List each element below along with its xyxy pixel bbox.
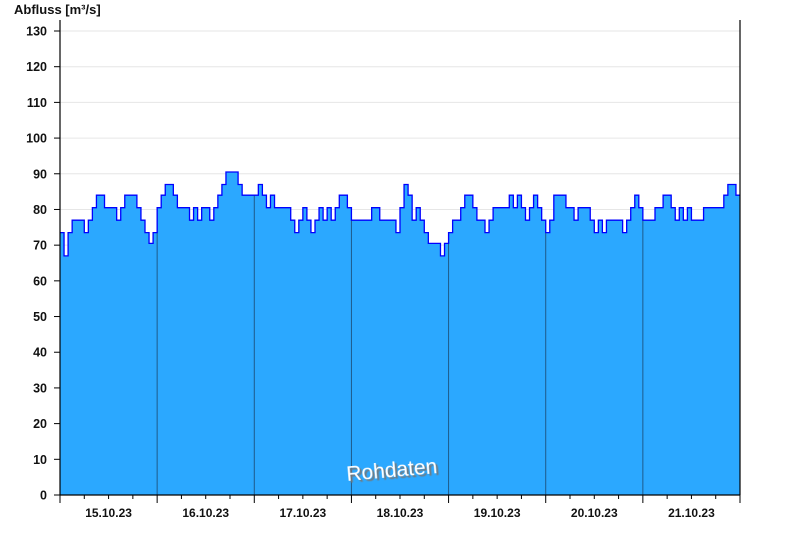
y-tick-label: 40 <box>33 346 47 360</box>
x-tick-label: 19.10.23 <box>474 506 521 520</box>
y-tick-label: 30 <box>33 381 47 395</box>
y-tick-label: 90 <box>33 167 47 181</box>
x-tick-label: 15.10.23 <box>85 506 132 520</box>
y-tick-label: 100 <box>26 132 47 146</box>
day-separators <box>156 195 644 495</box>
y-tick-label: 10 <box>33 453 47 467</box>
y-axis-label: Abfluss [m³/s] <box>14 2 101 17</box>
x-tick-label: 17.10.23 <box>279 506 326 520</box>
y-tick-label: 80 <box>33 203 47 217</box>
y-tick-label: 120 <box>26 60 47 74</box>
y-tick-label: 110 <box>27 96 47 110</box>
discharge-area <box>60 171 740 495</box>
discharge-line <box>60 171 740 257</box>
x-tick-label: 18.10.23 <box>377 506 424 520</box>
y-tick-label: 20 <box>33 417 47 431</box>
x-tick-label: 21.10.23 <box>668 506 715 520</box>
y-tick-label: 50 <box>33 310 47 324</box>
y-tick-label: 0 <box>40 489 47 503</box>
x-tick-label: 16.10.23 <box>182 506 229 520</box>
x-ticks: 15.10.23 16.10.23 17.10.23 18.10.23 19.10.23… <box>59 495 741 520</box>
x-tick-label: 20.10.23 <box>571 506 618 520</box>
y-tick-label: 130 <box>26 25 47 39</box>
y-ticks: 0 10 20 30 40 50 60 70 80 90 100 110 120 130 <box>26 25 60 503</box>
y-tick-label: 70 <box>33 239 47 253</box>
y-tick-label: 60 <box>33 274 47 288</box>
